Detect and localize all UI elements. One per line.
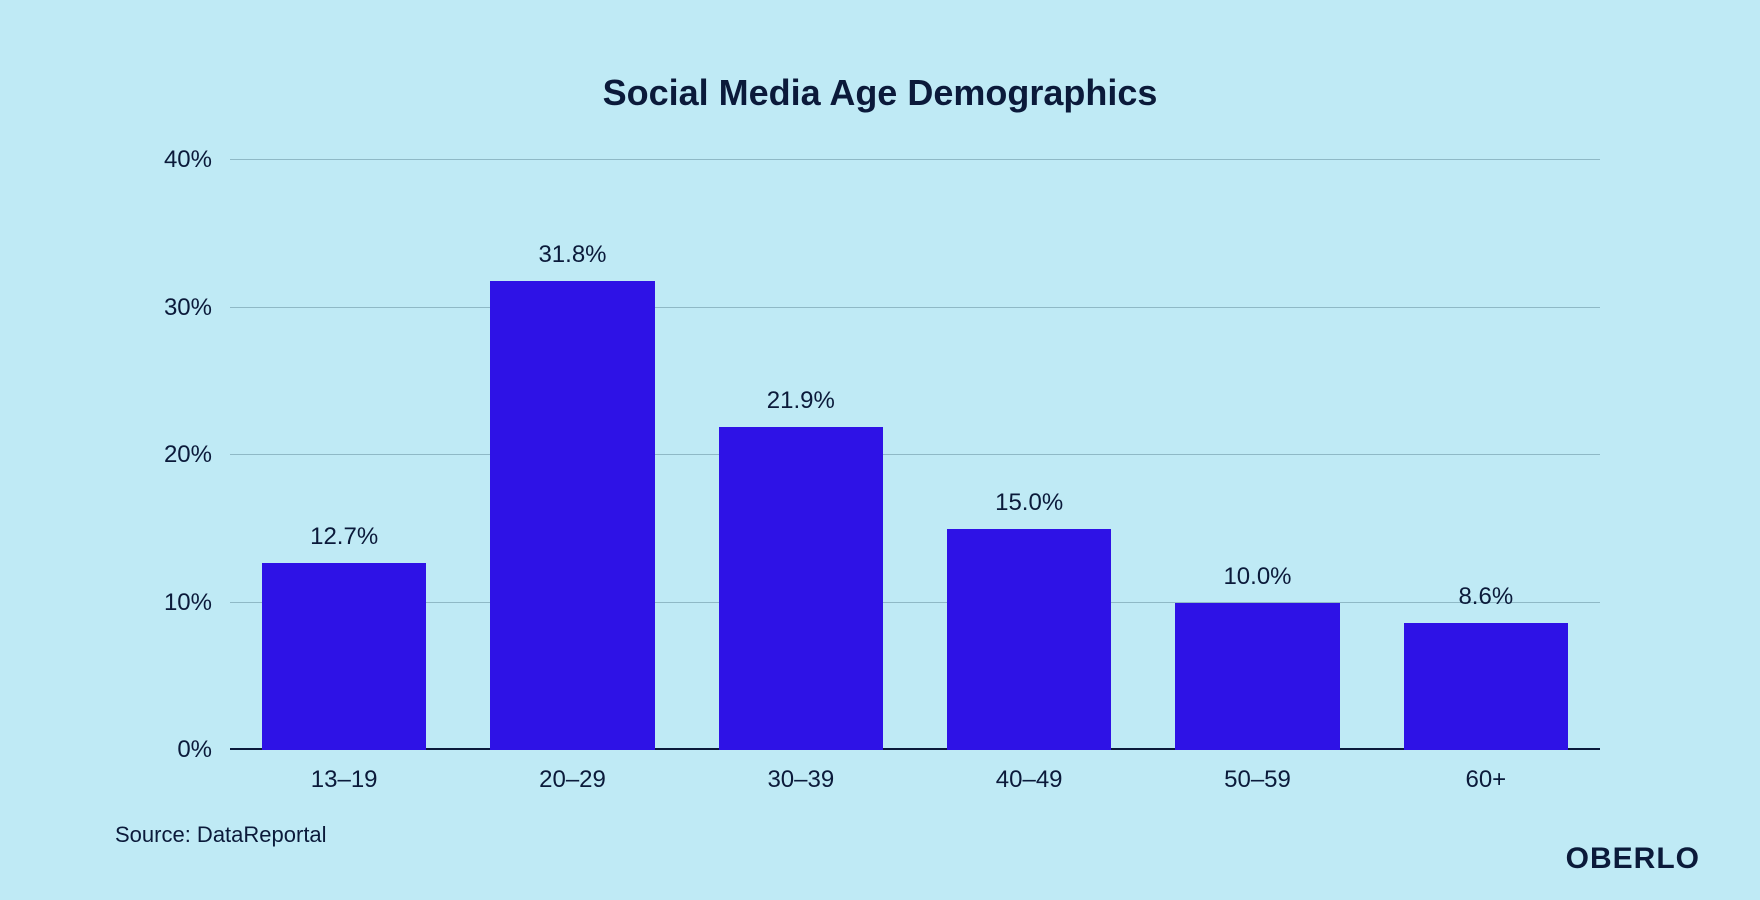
- plot-area: 0%10%20%30%40%12.7%13–1931.8%20–2921.9%3…: [230, 160, 1600, 750]
- bar: 12.7%: [262, 563, 426, 750]
- bar: 10.0%: [1175, 603, 1339, 751]
- bar-value-label: 8.6%: [1458, 583, 1513, 623]
- gridline: [230, 307, 1600, 308]
- bar: 21.9%: [719, 427, 883, 750]
- x-tick-label: 40–49: [996, 750, 1063, 794]
- chart-canvas: Social Media Age Demographics 0%10%20%30…: [0, 0, 1760, 900]
- gridline: [230, 602, 1600, 603]
- gridline: [230, 454, 1600, 455]
- y-tick-label: 20%: [164, 441, 230, 469]
- y-tick-label: 30%: [164, 294, 230, 322]
- x-tick-label: 60+: [1465, 750, 1506, 794]
- y-tick-label: 10%: [164, 589, 230, 617]
- bar-value-label: 31.8%: [538, 241, 606, 281]
- source-attribution: Source: DataReportal: [115, 822, 327, 848]
- y-tick-label: 0%: [177, 736, 230, 764]
- x-tick-label: 30–39: [767, 750, 834, 794]
- bar-value-label: 10.0%: [1223, 563, 1291, 603]
- bar: 31.8%: [490, 281, 654, 750]
- bar-value-label: 15.0%: [995, 489, 1063, 529]
- x-tick-label: 20–29: [539, 750, 606, 794]
- chart-title: Social Media Age Demographics: [0, 72, 1760, 114]
- brand-logo: OBERLO: [1566, 842, 1700, 876]
- x-tick-label: 50–59: [1224, 750, 1291, 794]
- bar: 15.0%: [947, 529, 1111, 750]
- bar-value-label: 21.9%: [767, 387, 835, 427]
- x-axis-line: [230, 748, 1600, 750]
- bar: 8.6%: [1404, 623, 1568, 750]
- x-tick-label: 13–19: [311, 750, 378, 794]
- gridline: [230, 159, 1600, 160]
- y-tick-label: 40%: [164, 146, 230, 174]
- bar-value-label: 12.7%: [310, 523, 378, 563]
